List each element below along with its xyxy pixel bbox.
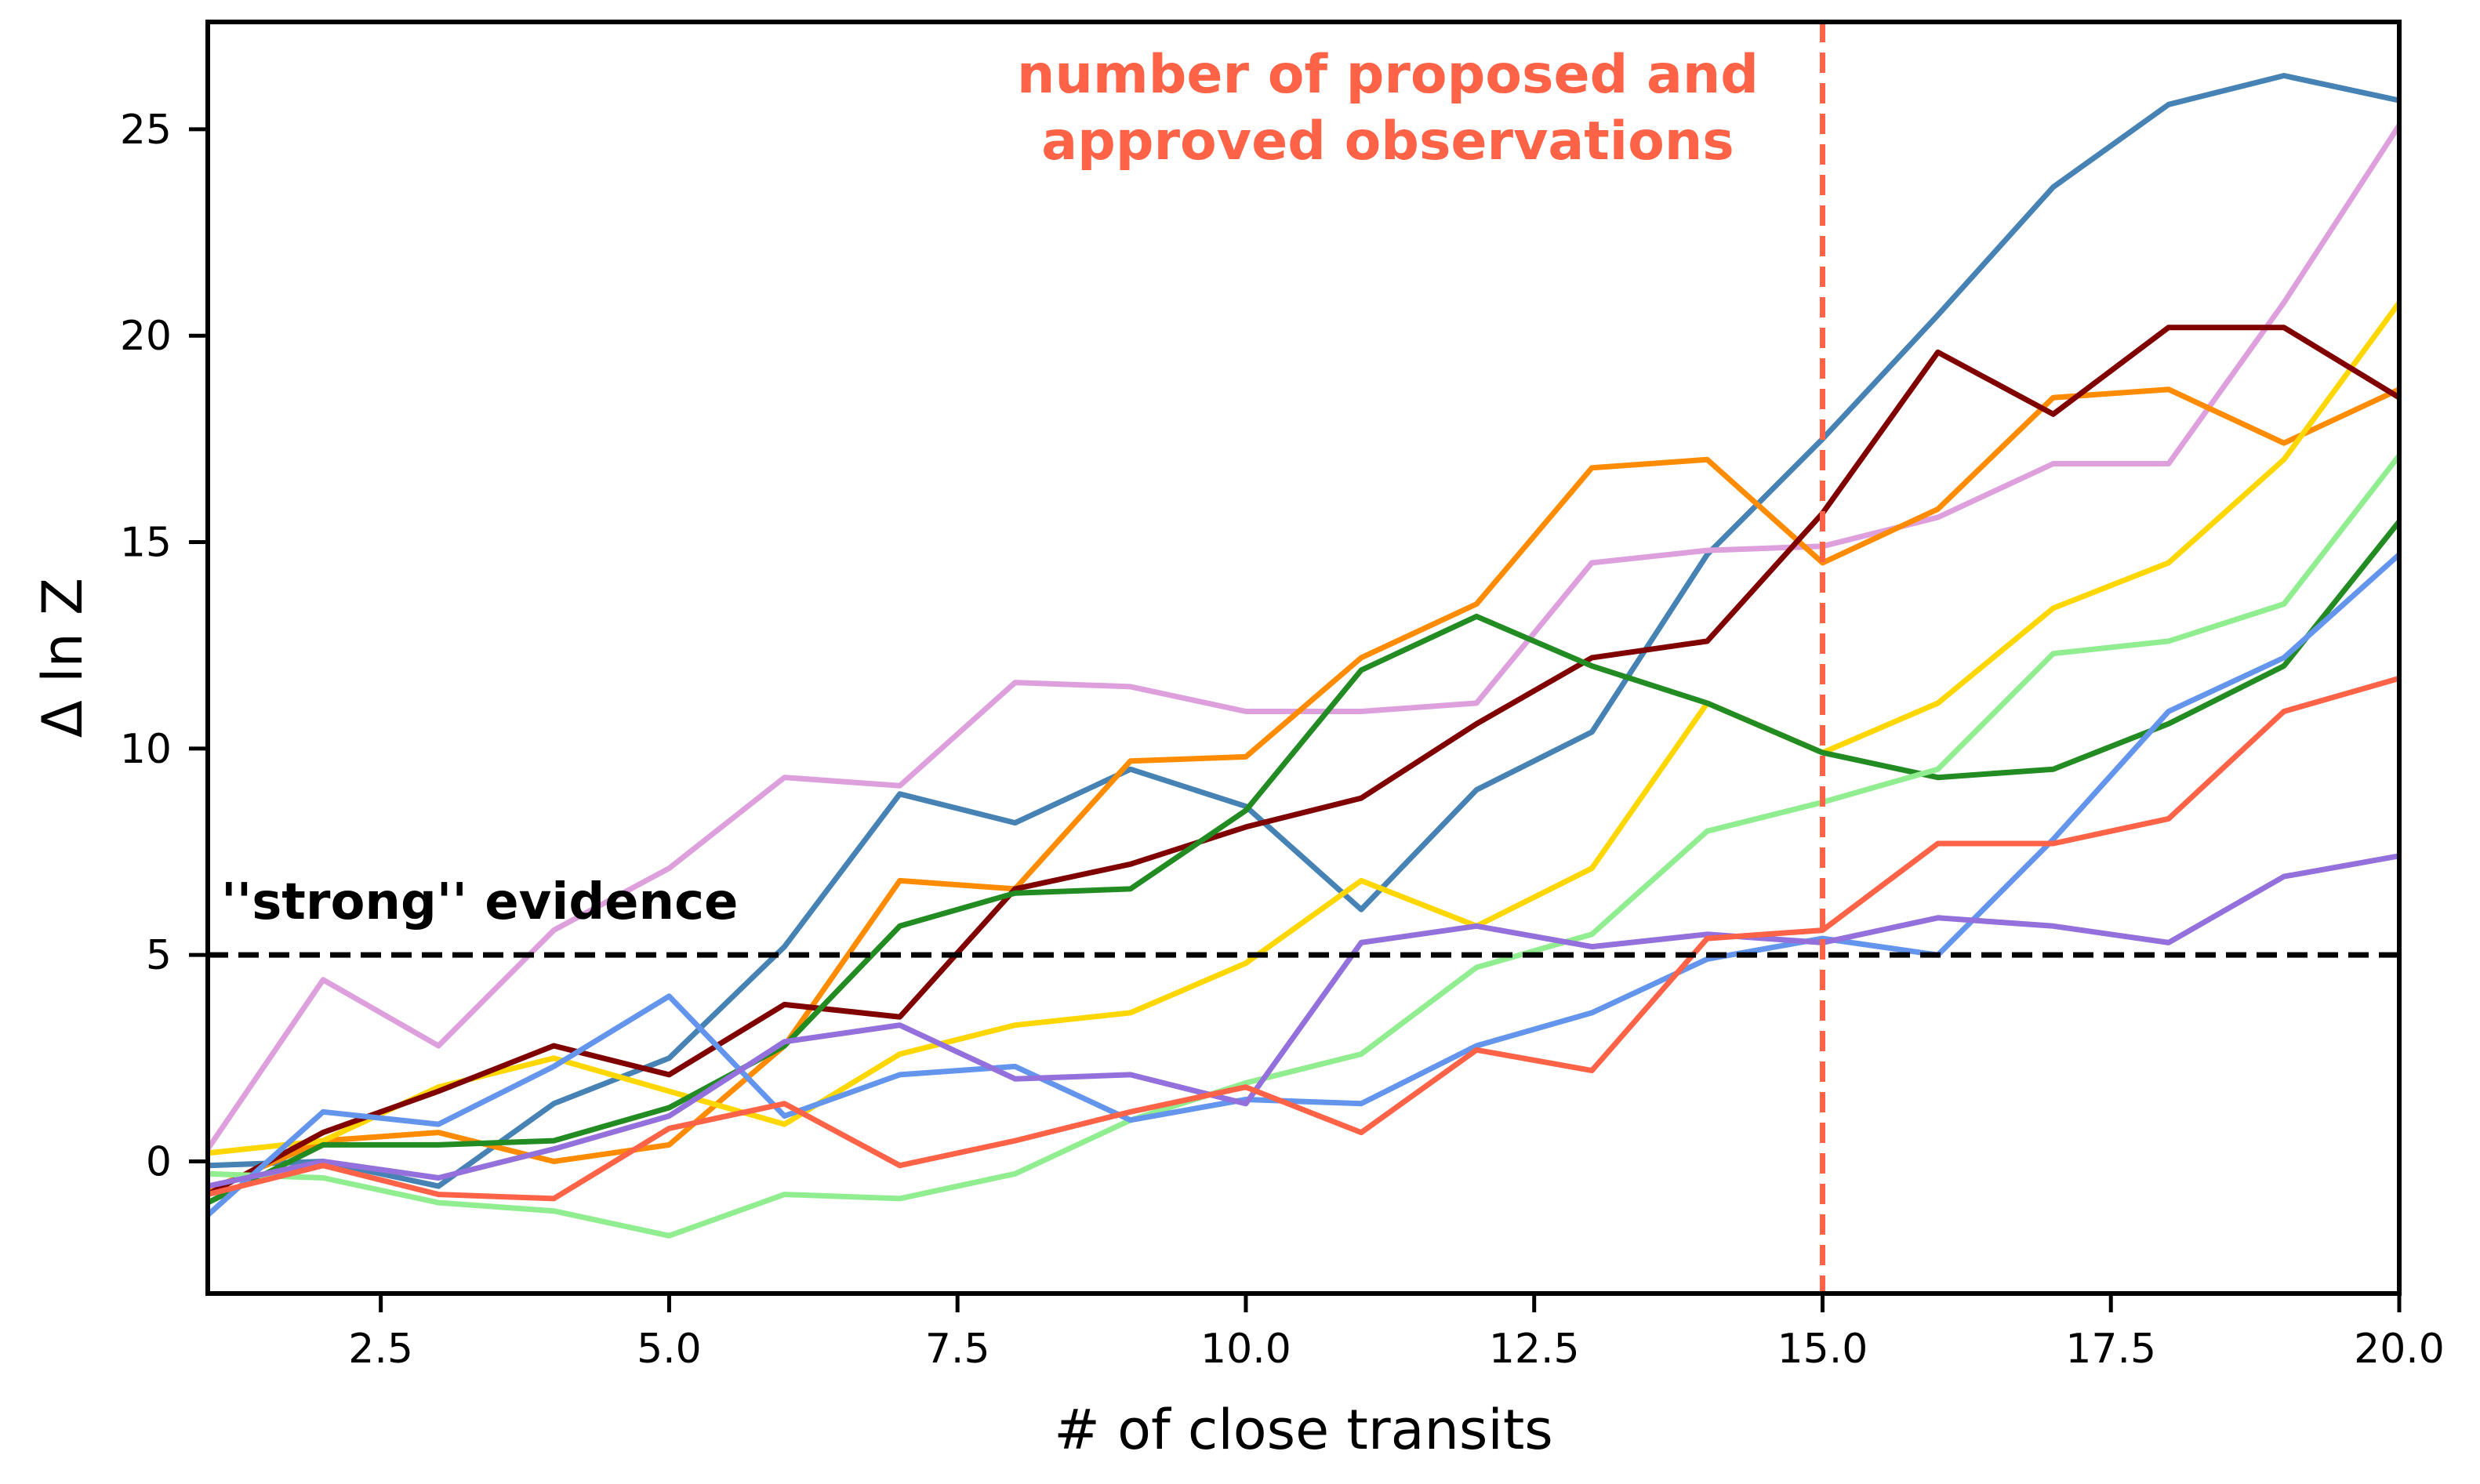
x-tick-label: 17.5: [2065, 1326, 2156, 1373]
y-tick-label: 20: [120, 313, 172, 360]
x-tick-label: 7.5: [925, 1326, 990, 1373]
y-axis-title: Δ ln Z: [31, 578, 95, 738]
plot-frame: [205, 20, 2402, 1296]
x-tick-label: 10.0: [1200, 1326, 1291, 1373]
x-axis-ticks: 2.5 5.0 7.5 10.0 12.5 15.0 17.5 20.0: [348, 1294, 2445, 1373]
x-tick-label: 20.0: [2354, 1326, 2445, 1373]
x-tick-label: 2.5: [348, 1326, 413, 1373]
y-tick-label: 25: [120, 107, 172, 154]
series-line-lightgreen: [207, 453, 2402, 1239]
series-layer: [205, 73, 2402, 1239]
y-tick-label: 0: [146, 1138, 172, 1185]
observations-annotation-line1: number of proposed and: [1017, 44, 1759, 106]
series-line-mediumpurple: [207, 853, 2400, 1189]
series-line-maroon: [206, 325, 2401, 1197]
series-line-tomato: [207, 675, 2400, 1202]
series-line-cornflowerblue: [205, 552, 2402, 1217]
y-axis-ticks: 0 5 10 15 20 25: [120, 107, 208, 1185]
x-tick-label: 12.5: [1489, 1326, 1580, 1373]
x-axis-title: # of close transits: [1054, 1398, 1553, 1462]
series-line-steelblue: [207, 73, 2400, 1189]
series-line-forestgreen: [206, 520, 2402, 1206]
y-tick-label: 10: [120, 726, 172, 773]
strong-evidence-annotation: ''strong'' evidence: [221, 873, 738, 931]
series-line-darkorange: [206, 386, 2401, 1193]
x-tick-label: 15.0: [1777, 1326, 1868, 1373]
observations-annotation-line2: approved observations: [1041, 111, 1734, 172]
y-tick-label: 15: [120, 520, 172, 567]
series-line-gold: [207, 301, 2402, 1156]
series-line-plum: [205, 123, 2402, 1151]
y-tick-label: 5: [146, 932, 172, 979]
x-tick-label: 5.0: [637, 1326, 702, 1373]
